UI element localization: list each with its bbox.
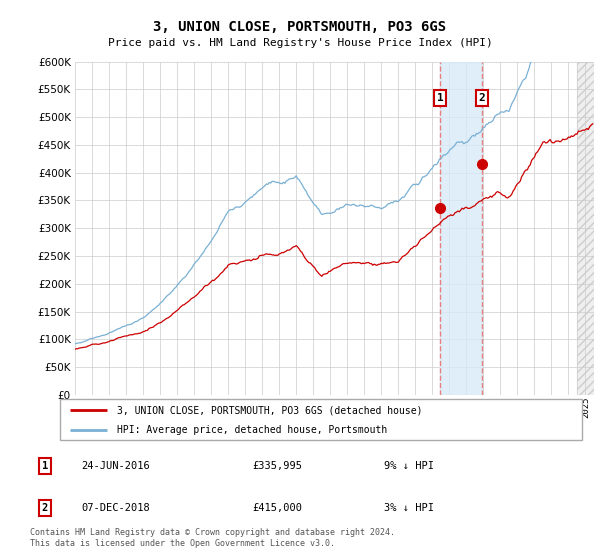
Bar xyxy=(577,62,594,395)
Text: HPI: Average price, detached house, Portsmouth: HPI: Average price, detached house, Port… xyxy=(118,424,388,435)
Text: 3, UNION CLOSE, PORTSMOUTH, PO3 6GS: 3, UNION CLOSE, PORTSMOUTH, PO3 6GS xyxy=(154,20,446,34)
Text: 07-DEC-2018: 07-DEC-2018 xyxy=(81,503,150,513)
Bar xyxy=(577,62,594,395)
Text: £335,995: £335,995 xyxy=(252,461,302,471)
Text: 1: 1 xyxy=(437,94,444,103)
Text: £415,000: £415,000 xyxy=(252,503,302,513)
Text: 2: 2 xyxy=(479,94,485,103)
Text: 3% ↓ HPI: 3% ↓ HPI xyxy=(384,503,434,513)
Bar xyxy=(440,62,482,395)
Text: 3, UNION CLOSE, PORTSMOUTH, PO3 6GS (detached house): 3, UNION CLOSE, PORTSMOUTH, PO3 6GS (det… xyxy=(118,405,423,415)
Text: 9% ↓ HPI: 9% ↓ HPI xyxy=(384,461,434,471)
FancyBboxPatch shape xyxy=(60,399,582,440)
Text: 24-JUN-2016: 24-JUN-2016 xyxy=(81,461,150,471)
Text: Contains HM Land Registry data © Crown copyright and database right 2024.
This d: Contains HM Land Registry data © Crown c… xyxy=(30,528,395,548)
Text: 2: 2 xyxy=(42,503,48,513)
Text: Price paid vs. HM Land Registry's House Price Index (HPI): Price paid vs. HM Land Registry's House … xyxy=(107,38,493,48)
Text: 1: 1 xyxy=(42,461,48,471)
